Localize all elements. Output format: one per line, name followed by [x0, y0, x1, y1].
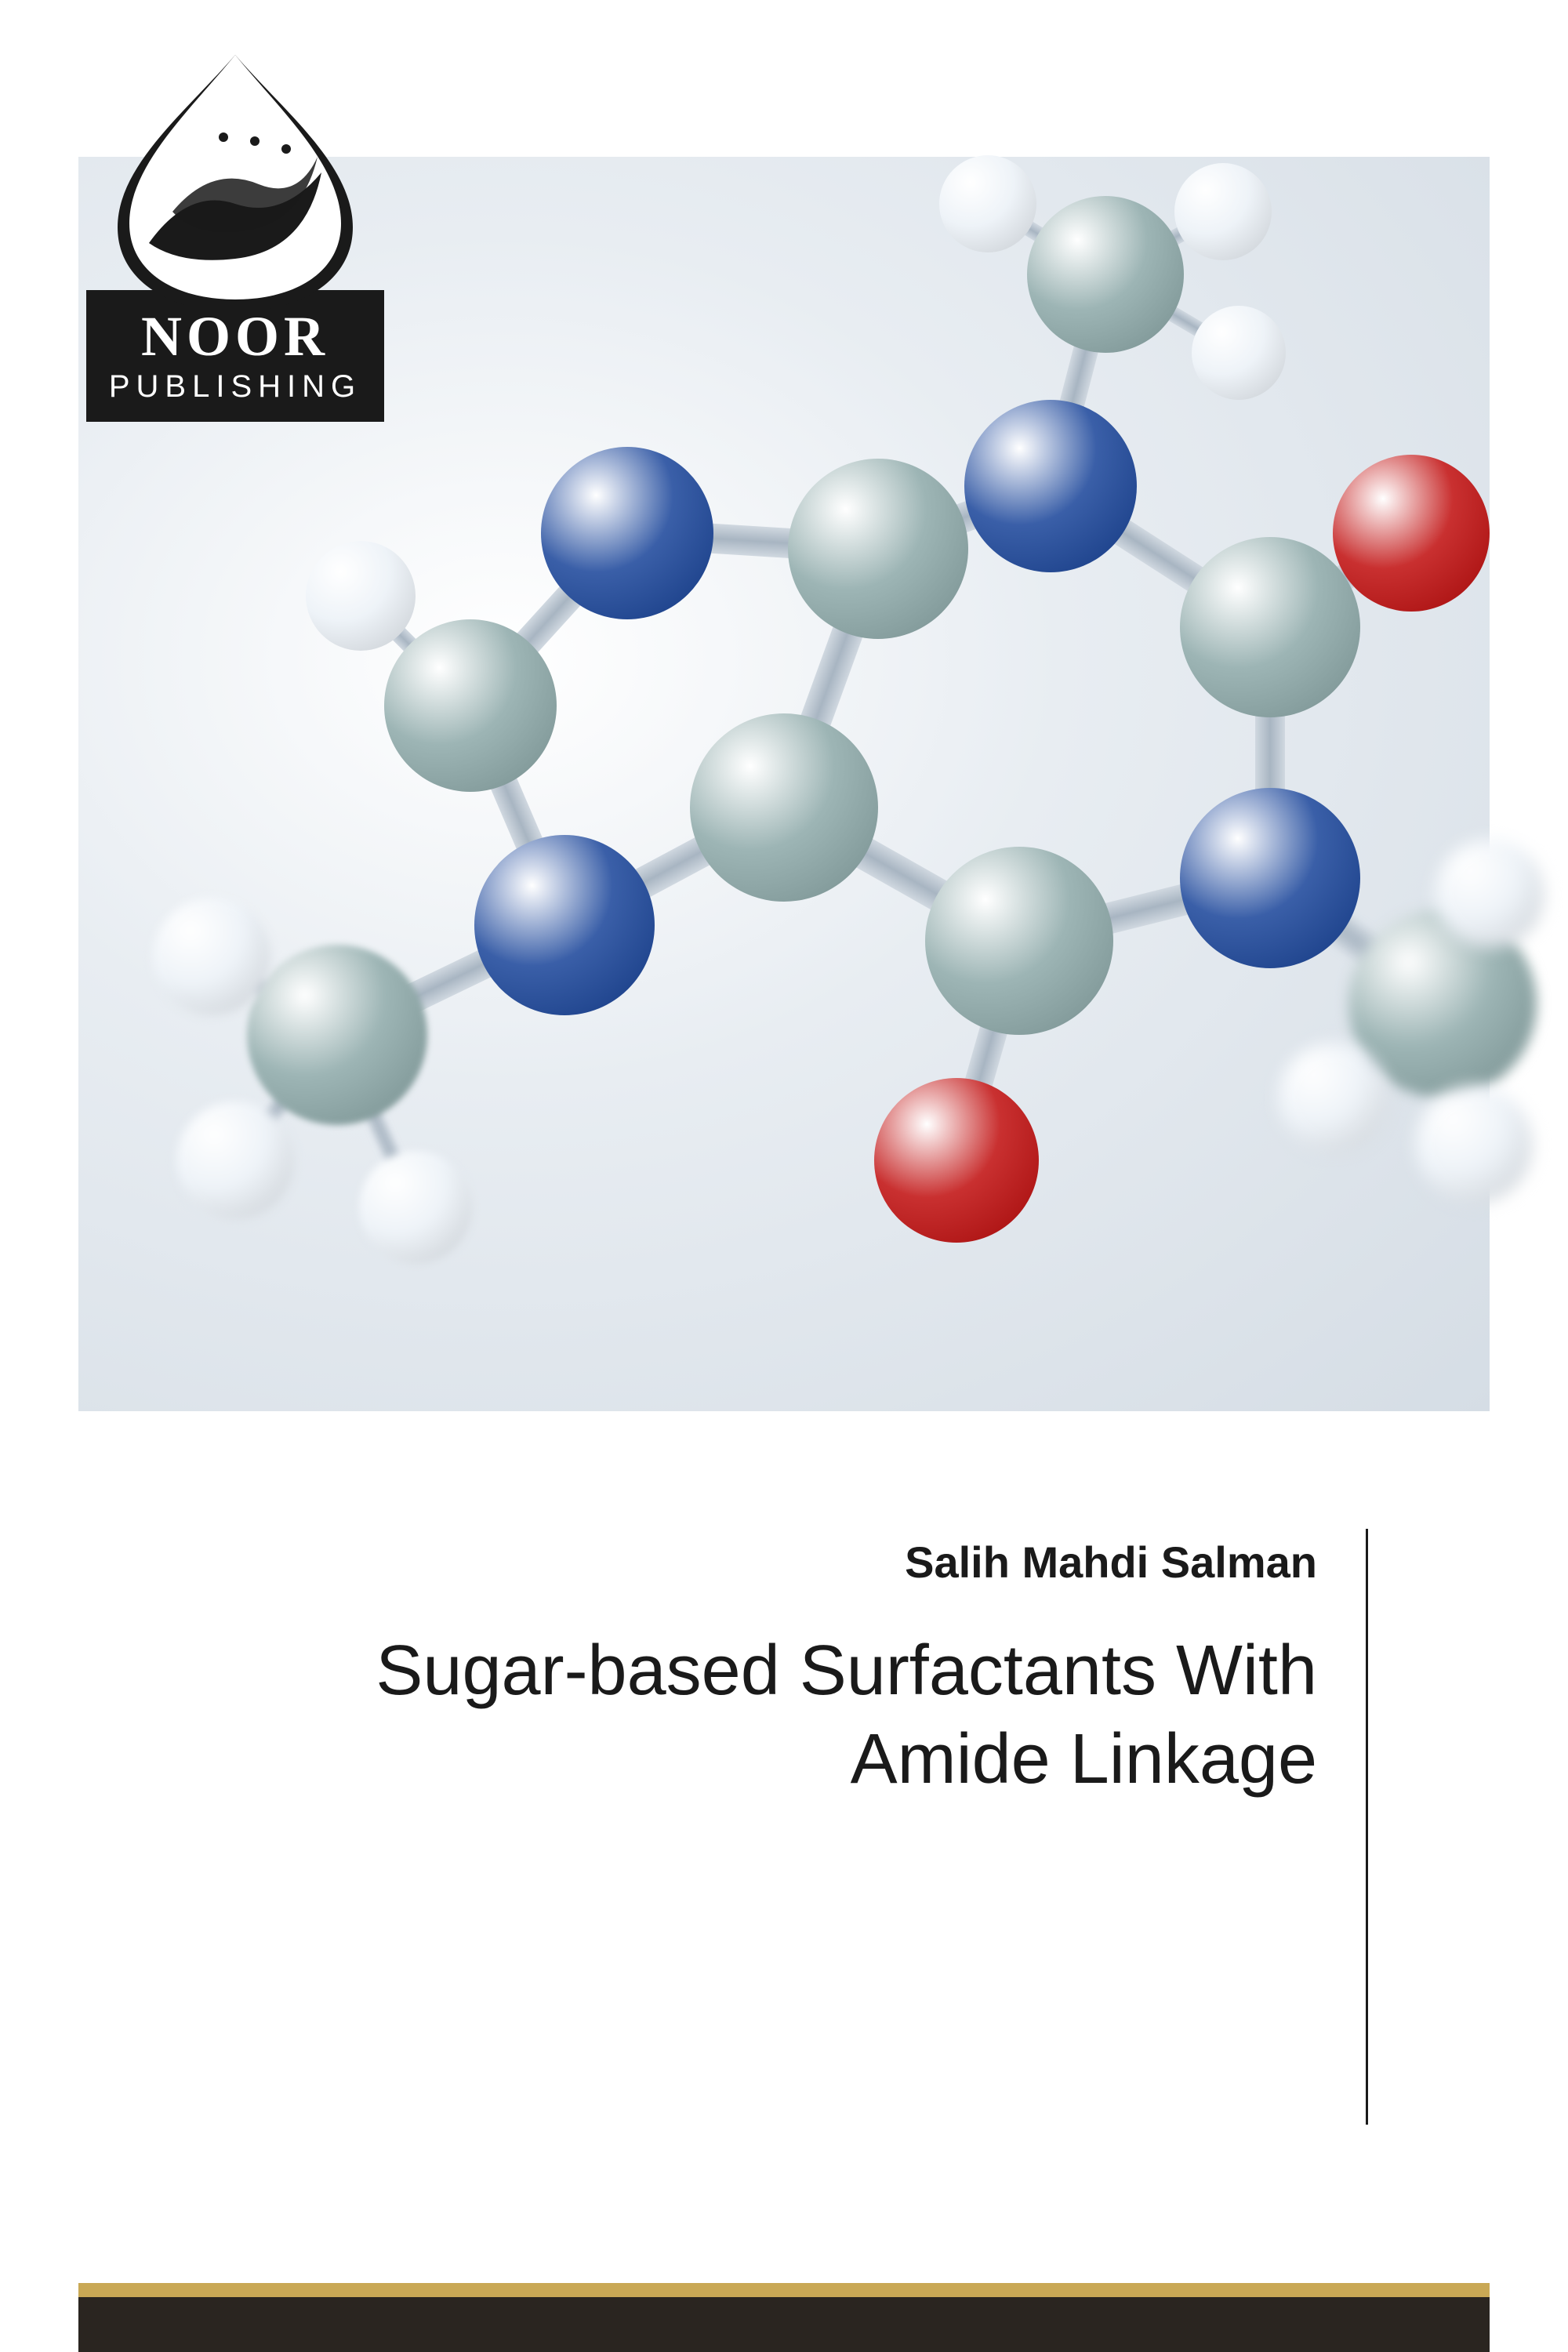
logo-drop-icon	[102, 47, 368, 314]
atom-N	[474, 835, 655, 1015]
atom-H	[1192, 306, 1286, 400]
author-name: Salih Mahdi Salman	[188, 1537, 1317, 1588]
publisher-logo: NOOR PUBLISHING	[86, 47, 384, 423]
vertical-rule	[1366, 1529, 1368, 2125]
title-block: Salih Mahdi Salman Sugar-based Surfactan…	[188, 1537, 1364, 1803]
atom-C	[925, 847, 1113, 1035]
atom-H	[1278, 1043, 1388, 1152]
atom-H	[359, 1151, 472, 1264]
atom-O	[1333, 455, 1490, 612]
atom-H	[1174, 163, 1272, 260]
atom-H	[176, 1102, 294, 1219]
atom-H	[939, 155, 1036, 252]
atom-C	[247, 945, 427, 1125]
atom-C	[1027, 196, 1184, 353]
atom-O	[874, 1078, 1039, 1243]
atom-H	[153, 898, 270, 1015]
atom-H	[306, 541, 416, 651]
gold-accent-bar	[78, 2283, 1490, 2297]
bottom-bar	[78, 2297, 1490, 2352]
atom-C	[1180, 537, 1360, 717]
atom-N	[964, 400, 1137, 572]
atom-N	[1180, 788, 1360, 968]
atom-H	[1415, 1086, 1533, 1203]
atom-C	[788, 459, 968, 639]
atom-C	[690, 713, 878, 902]
book-title: Sugar-based Surfactants With Amide Linka…	[188, 1627, 1317, 1803]
publisher-name-2: PUBLISHING	[102, 369, 368, 405]
publisher-name-1: NOOR	[102, 304, 368, 369]
atom-H	[1435, 839, 1544, 949]
atom-N	[541, 447, 713, 619]
atom-C	[384, 619, 557, 792]
